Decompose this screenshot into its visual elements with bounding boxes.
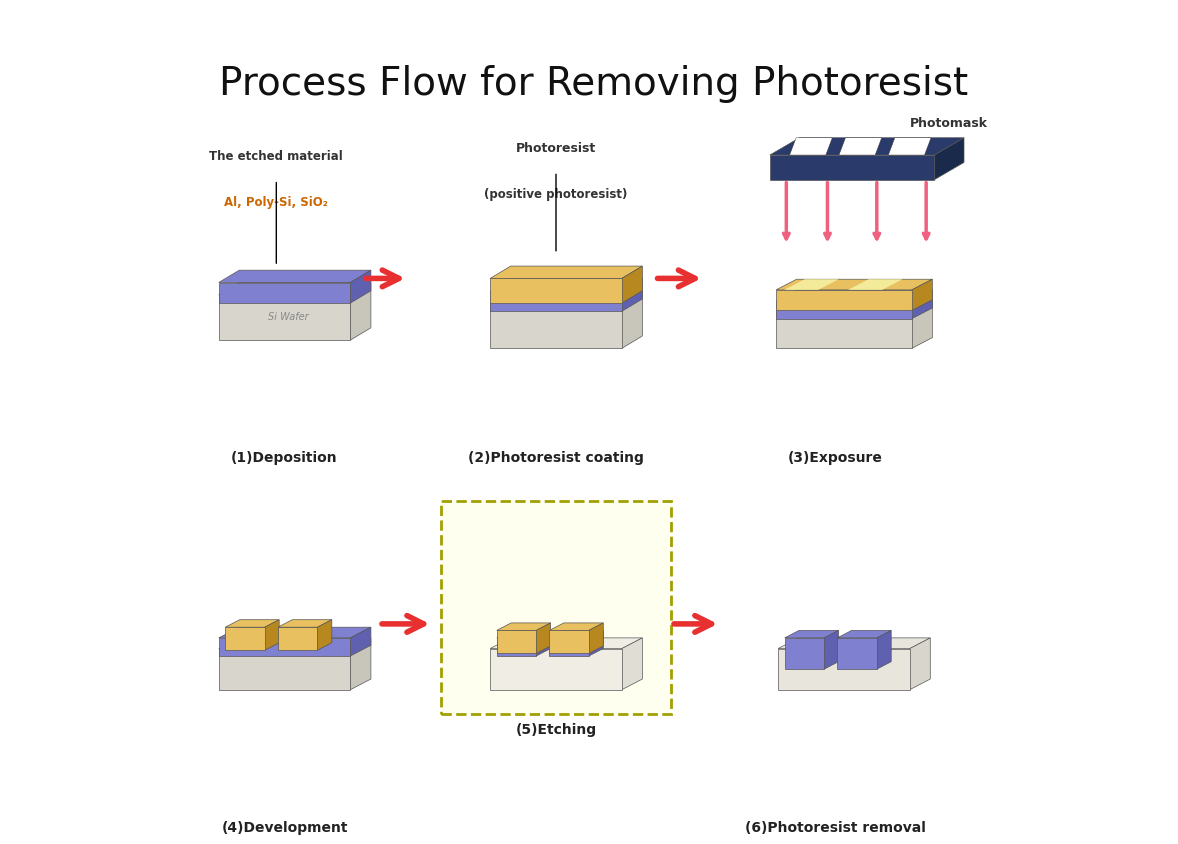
Text: (positive photoresist): (positive photoresist) xyxy=(484,188,628,201)
Text: The etched material: The etched material xyxy=(210,150,343,163)
Polygon shape xyxy=(490,279,622,303)
Text: Photoresist: Photoresist xyxy=(516,142,596,155)
Polygon shape xyxy=(490,638,642,648)
Polygon shape xyxy=(350,270,371,303)
Polygon shape xyxy=(490,648,622,690)
Polygon shape xyxy=(350,627,371,656)
Text: Al, Poly-Si, SiO₂: Al, Poly-Si, SiO₂ xyxy=(224,196,329,209)
Polygon shape xyxy=(838,638,876,669)
Polygon shape xyxy=(888,138,931,155)
Polygon shape xyxy=(779,648,909,690)
Polygon shape xyxy=(219,638,350,656)
Text: Si Wafer: Si Wafer xyxy=(269,312,309,322)
Text: (5)Etching: (5)Etching xyxy=(516,722,596,737)
Polygon shape xyxy=(848,279,902,290)
Polygon shape xyxy=(770,155,934,180)
Polygon shape xyxy=(278,627,317,650)
Polygon shape xyxy=(825,630,839,669)
Polygon shape xyxy=(219,283,371,295)
Polygon shape xyxy=(789,138,833,155)
Polygon shape xyxy=(219,638,371,648)
Polygon shape xyxy=(589,630,603,656)
Polygon shape xyxy=(549,630,589,653)
Polygon shape xyxy=(219,295,350,340)
Polygon shape xyxy=(622,279,642,311)
Polygon shape xyxy=(219,627,371,638)
Polygon shape xyxy=(225,619,279,627)
Polygon shape xyxy=(497,630,536,653)
Polygon shape xyxy=(622,290,642,349)
Polygon shape xyxy=(779,638,931,648)
Polygon shape xyxy=(350,638,371,690)
Polygon shape xyxy=(350,283,371,340)
Polygon shape xyxy=(589,623,603,653)
Polygon shape xyxy=(776,279,932,290)
Polygon shape xyxy=(317,619,332,650)
Polygon shape xyxy=(785,279,839,290)
Polygon shape xyxy=(876,630,892,669)
Polygon shape xyxy=(278,619,332,627)
Text: Process Flow for Removing Photoresist: Process Flow for Removing Photoresist xyxy=(219,64,968,102)
Polygon shape xyxy=(776,290,932,300)
Polygon shape xyxy=(490,290,642,303)
Polygon shape xyxy=(536,623,550,653)
Polygon shape xyxy=(219,648,350,690)
Polygon shape xyxy=(776,300,932,311)
Polygon shape xyxy=(497,623,550,630)
FancyBboxPatch shape xyxy=(441,500,671,714)
Polygon shape xyxy=(912,279,932,311)
Text: (1)Deposition: (1)Deposition xyxy=(231,452,338,465)
Polygon shape xyxy=(490,290,622,311)
Polygon shape xyxy=(622,638,642,690)
Polygon shape xyxy=(549,630,603,638)
Polygon shape xyxy=(497,638,536,656)
Polygon shape xyxy=(549,638,589,656)
Polygon shape xyxy=(622,266,642,303)
Polygon shape xyxy=(912,290,932,319)
Polygon shape xyxy=(219,283,350,303)
Text: (3)Exposure: (3)Exposure xyxy=(788,452,884,465)
Polygon shape xyxy=(934,138,964,180)
Polygon shape xyxy=(776,311,912,349)
Polygon shape xyxy=(497,630,550,638)
Polygon shape xyxy=(909,638,931,690)
Polygon shape xyxy=(219,270,371,283)
Polygon shape xyxy=(838,630,892,638)
Polygon shape xyxy=(549,623,603,630)
Polygon shape xyxy=(912,300,932,349)
Polygon shape xyxy=(490,266,642,279)
Polygon shape xyxy=(785,630,839,638)
Polygon shape xyxy=(770,138,964,155)
Polygon shape xyxy=(225,627,265,650)
Polygon shape xyxy=(776,300,912,319)
Text: Photomask: Photomask xyxy=(909,117,987,130)
Polygon shape xyxy=(776,290,912,311)
Polygon shape xyxy=(490,279,642,290)
Text: (4)Development: (4)Development xyxy=(221,821,348,836)
Text: (2)Photoresist coating: (2)Photoresist coating xyxy=(468,452,644,465)
Polygon shape xyxy=(490,303,622,349)
Polygon shape xyxy=(839,138,881,155)
Polygon shape xyxy=(785,638,825,669)
Polygon shape xyxy=(265,619,279,650)
Text: (6)Photoresist removal: (6)Photoresist removal xyxy=(746,821,926,836)
Polygon shape xyxy=(536,630,550,656)
